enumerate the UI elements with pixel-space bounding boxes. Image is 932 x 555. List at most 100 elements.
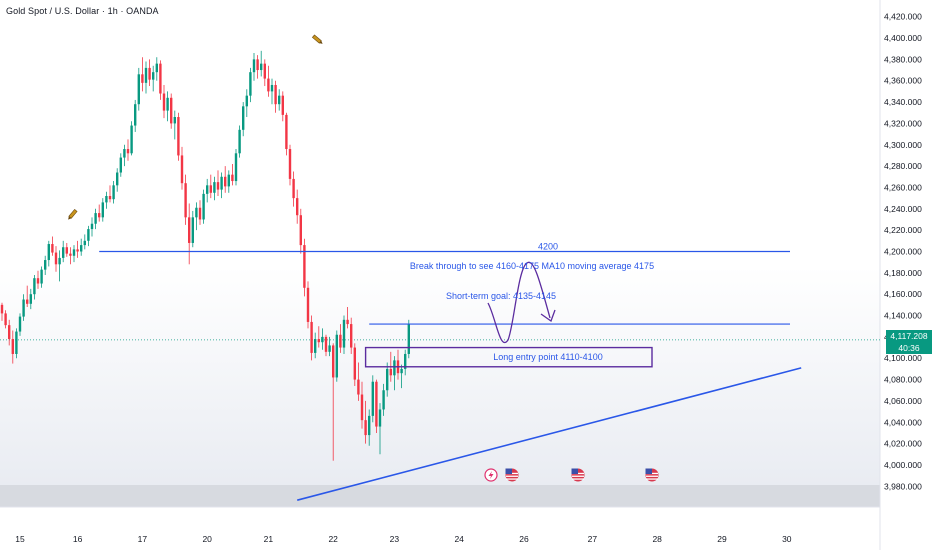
candle-body xyxy=(393,360,396,376)
price-tick-label: 4,220.000 xyxy=(884,225,922,235)
support-trendline[interactable] xyxy=(296,367,802,501)
price-tick-label: 4,020.000 xyxy=(884,439,922,449)
price-tick-label: 3,980.000 xyxy=(884,481,922,491)
time-tick-label: 23 xyxy=(390,534,400,544)
candle-body xyxy=(407,324,410,354)
us-flag-icon[interactable] xyxy=(505,468,519,482)
candle-body xyxy=(144,67,148,83)
candle-body xyxy=(188,217,191,243)
candle-body xyxy=(357,379,360,395)
candle-body xyxy=(126,149,130,154)
us-flag-icon[interactable] xyxy=(645,468,659,482)
candle-body xyxy=(342,319,346,348)
candle-body xyxy=(18,316,22,332)
candle-body xyxy=(375,381,378,427)
pencil-icon[interactable] xyxy=(311,34,323,45)
candle-body xyxy=(364,420,367,436)
candle-body xyxy=(8,325,11,340)
candle-body xyxy=(15,331,18,354)
candle-body xyxy=(76,249,79,252)
candle-body xyxy=(40,269,43,284)
candle-body xyxy=(98,213,101,218)
candle-body xyxy=(33,278,36,295)
candle-body xyxy=(0,304,4,314)
time-tick-label: 20 xyxy=(202,534,212,544)
time-tick-label: 26 xyxy=(519,534,529,544)
candle-body xyxy=(130,125,133,154)
long-entry-zone[interactable] xyxy=(364,346,653,368)
time-tick-label: 30 xyxy=(782,534,792,544)
candle-body xyxy=(65,247,68,254)
price-tick-label: 4,140.000 xyxy=(884,311,922,321)
price-tick-label: 4,380.000 xyxy=(884,54,922,64)
candle-body xyxy=(274,84,277,105)
us-flag-icon[interactable] xyxy=(571,468,585,482)
candle-body xyxy=(4,313,7,326)
candle-body xyxy=(220,176,223,190)
pencil-icon[interactable] xyxy=(67,208,78,220)
candle-body xyxy=(306,287,310,322)
candle-body xyxy=(321,336,324,343)
candle-body xyxy=(260,63,263,71)
candle-body xyxy=(324,336,328,352)
price-tick-label: 4,260.000 xyxy=(884,182,922,192)
short-term-goal-annotation: Short-term goal: 4135-4145 xyxy=(446,291,556,301)
projection-arrowhead xyxy=(540,309,556,323)
candle-body xyxy=(80,245,83,252)
candle-body xyxy=(252,59,256,73)
price-tick-label: 4,160.000 xyxy=(884,289,922,299)
candle-body xyxy=(116,172,119,186)
candle-body xyxy=(152,72,155,80)
candle-body xyxy=(296,198,299,216)
time-tick-label: 27 xyxy=(588,534,598,544)
time-tick-label: 24 xyxy=(454,534,464,544)
long-entry-annotation: Long entry point 4110-4100 xyxy=(493,352,602,362)
candle-body xyxy=(72,249,76,256)
candle-body xyxy=(256,59,259,71)
candle-body xyxy=(54,252,58,265)
time-tick-label: 17 xyxy=(138,534,148,544)
candles-group xyxy=(0,50,410,461)
candle-body xyxy=(350,324,353,348)
candle-body xyxy=(173,117,176,124)
flash-icon[interactable] xyxy=(484,468,498,482)
time-tick-label: 28 xyxy=(652,534,662,544)
price-tick-label: 4,320.000 xyxy=(884,118,922,128)
price-tick-label: 4,100.000 xyxy=(884,353,922,363)
last-price-badge: 4,117.208 40:36 xyxy=(886,329,932,354)
chart-background xyxy=(0,0,880,485)
candle-body xyxy=(317,339,320,343)
price-tick-label: 4,040.000 xyxy=(884,417,922,427)
candle-body xyxy=(62,247,65,258)
candle-body xyxy=(155,63,158,73)
price-tick-label: 4,240.000 xyxy=(884,204,922,214)
candle-body xyxy=(249,72,252,96)
candle-body xyxy=(47,244,50,261)
price-tick-label: 4,360.000 xyxy=(884,76,922,86)
time-tick-label: 15 xyxy=(15,534,25,544)
candle-body xyxy=(108,195,112,200)
candle-body xyxy=(314,339,317,353)
candle-body xyxy=(216,182,220,190)
candle-body xyxy=(371,381,374,416)
candle-body xyxy=(141,74,144,83)
candle-body xyxy=(202,193,205,220)
candle-body xyxy=(242,106,245,130)
price-tick-label: 4,400.000 xyxy=(884,33,922,43)
candle-body xyxy=(270,84,274,92)
candle-body xyxy=(346,319,349,325)
price-tick-label: 4,200.000 xyxy=(884,247,922,257)
candle-body xyxy=(166,97,169,111)
candle-body xyxy=(184,183,187,218)
candle-body xyxy=(209,185,212,193)
candle-body xyxy=(389,368,392,376)
candle-body xyxy=(29,294,32,304)
price-tick-label: 4,340.000 xyxy=(884,97,922,107)
candle-body xyxy=(177,117,180,156)
price-tick-label: 4,420.000 xyxy=(884,12,922,22)
price-tick-label: 4,080.000 xyxy=(884,375,922,385)
candle-body xyxy=(332,345,335,378)
candle-body xyxy=(123,149,126,158)
